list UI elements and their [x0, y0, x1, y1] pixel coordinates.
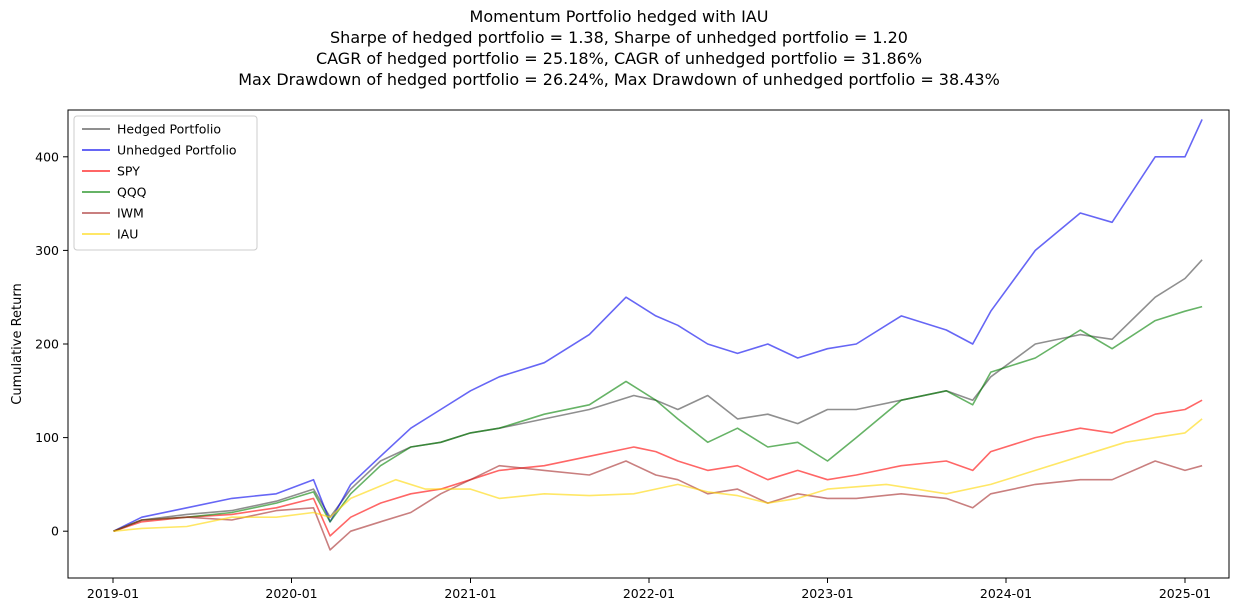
chart-title: Momentum Portfolio hedged with IAU	[469, 7, 769, 26]
y-tick-label: 100	[35, 430, 59, 445]
x-tick-label: 2019-01	[87, 586, 139, 601]
x-axis: 2019-01 2020-01 2021-01 2022-01 2023-01 2024-…	[87, 578, 1211, 601]
series-line-unhedged-portfolio	[113, 119, 1203, 532]
series-line-iwm	[113, 460, 1203, 551]
legend-label-iwm: IWM	[117, 206, 144, 221]
chart-subtitle-drawdown: Max Drawdown of hedged portfolio = 26.24…	[238, 70, 1000, 89]
chart-subtitle-sharpe: Sharpe of hedged portfolio = 1.38, Sharp…	[330, 28, 908, 47]
legend: Hedged Portfolio Unhedged Portfolio SPY QQQ…	[73, 115, 258, 251]
chart-title-block: Momentum Portfolio hedged with IAU Sharp…	[0, 6, 1238, 90]
legend-label-unhedged-portfolio: Unhedged Portfolio	[117, 143, 237, 158]
legend-label-qqq: QQQ	[117, 185, 147, 200]
y-tick-label: 400	[35, 149, 59, 164]
legend-label-iau: IAU	[117, 227, 138, 242]
x-tick-label: 2021-01	[444, 586, 496, 601]
x-tick-label: 2025-01	[1159, 586, 1211, 601]
series-line-spy	[113, 399, 1203, 537]
x-tick-label: 2024-01	[980, 586, 1032, 601]
x-tick-label: 2020-01	[265, 586, 317, 601]
legend-label-spy: SPY	[117, 164, 140, 179]
chart-subtitle-cagr: CAGR of hedged portfolio = 25.18%, CAGR …	[315, 49, 923, 68]
series-line-qqq	[113, 305, 1203, 532]
y-axis-label: Cumulative Return	[10, 283, 25, 404]
y-tick-label: 200	[35, 337, 59, 352]
legend-label-hedged-portfolio: Hedged Portfolio	[117, 122, 221, 137]
series-line-iau	[113, 418, 1203, 532]
y-tick-label: 300	[35, 243, 59, 258]
y-tick-label: 0	[51, 524, 59, 539]
series-line-hedged-portfolio	[113, 259, 1203, 532]
y-axis: 0 100 200 300 400	[35, 149, 68, 539]
x-tick-label: 2023-01	[801, 586, 853, 601]
series-layer	[113, 119, 1203, 551]
legend-box	[73, 115, 258, 251]
x-tick-label: 2022-01	[623, 586, 675, 601]
